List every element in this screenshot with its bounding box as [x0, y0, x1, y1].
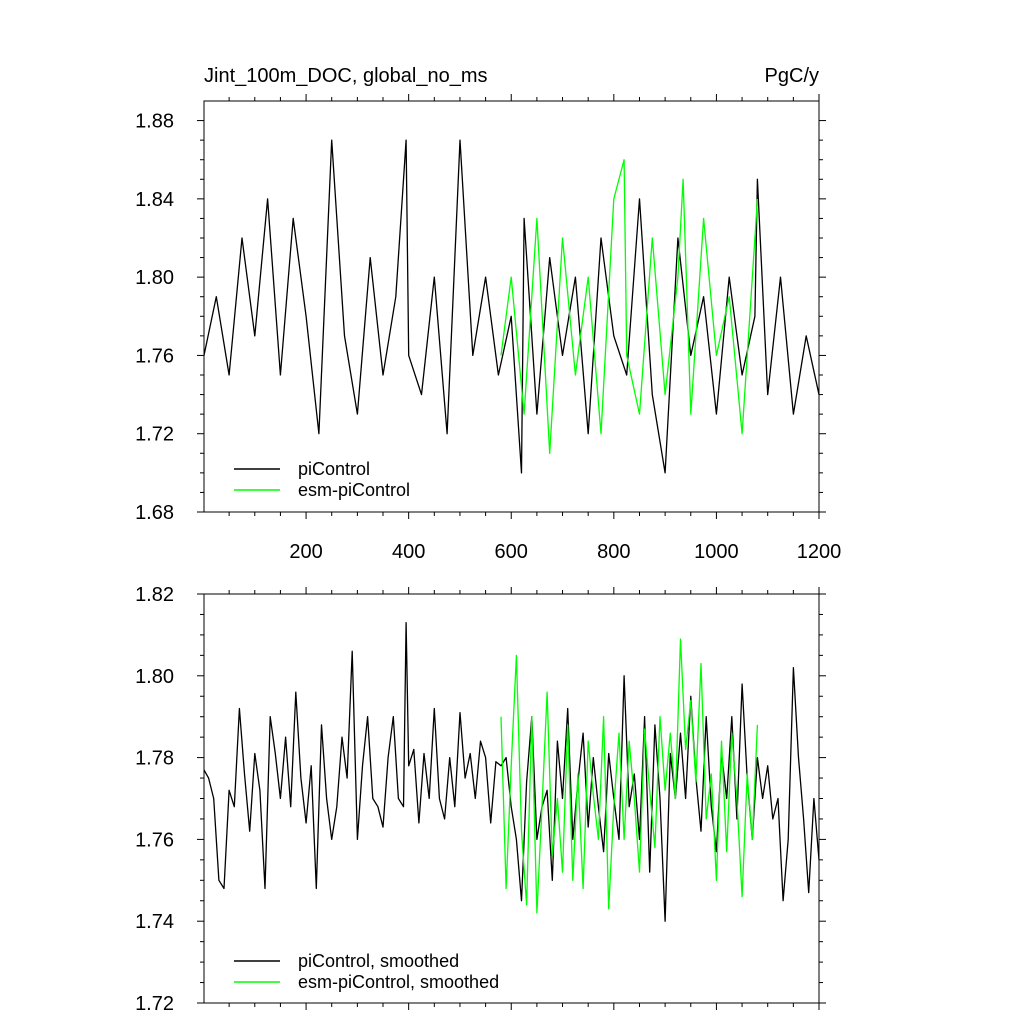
x-tick-label: 1200 — [797, 541, 842, 563]
x-tick-label: 600 — [495, 541, 528, 563]
x-tick-label: 1000 — [694, 541, 739, 563]
chart-title: Jint_100m_DOC, global_no_ms — [204, 65, 488, 87]
top-series-lines — [203, 139, 820, 474]
x-tick-label: 400 — [392, 541, 425, 563]
legend-label-esm-picontrol: esm-piControl — [298, 480, 410, 500]
y-tick-label: 1.72 — [135, 424, 174, 446]
y-tick-label: 1.76 — [135, 345, 174, 367]
x-tick-label: 200 — [289, 541, 322, 563]
top-axis-ticks: 1.68 1.72 1.76 1.80 1.84 1.88 200 400 600 800 1000… — [135, 94, 841, 563]
y-tick-label: 1.76 — [135, 829, 174, 851]
series-line-esm-picontrol — [500, 159, 759, 454]
bottom-legend: piControl, smoothed esm-piControl, smoot… — [234, 951, 499, 992]
y-tick-label: 1.80 — [135, 666, 174, 688]
top-legend: piControl esm-piControl — [234, 459, 410, 500]
series-line-picontrol — [203, 139, 820, 474]
series-line-esm-picontrol-smoothed — [500, 638, 759, 914]
bottom-series-lines — [203, 621, 820, 922]
y-tick-label: 1.72 — [135, 993, 174, 1015]
bottom-panel: 1.72 1.74 1.76 1.78 1.80 1.82 piControl, smoo… — [135, 584, 826, 1015]
bottom-axis-ticks: 1.72 1.74 1.76 1.78 1.80 1.82 — [135, 584, 826, 1015]
units-label: PgC/y — [765, 65, 819, 87]
top-panel: Jint_100m_DOC, global_no_ms PgC/y 1.681.… — [135, 65, 841, 563]
y-tick-label: 1.78 — [135, 748, 174, 770]
x-tick-label: 800 — [597, 541, 630, 563]
legend-label-picontrol-smoothed: piControl, smoothed — [298, 951, 459, 971]
y-tick-label: 1.82 — [135, 584, 174, 606]
y-tick-label: 1.68 — [135, 502, 174, 524]
legend-label-picontrol: piControl — [298, 459, 370, 479]
series-line-picontrol-smoothed — [203, 621, 820, 922]
y-tick-label: 1.74 — [135, 911, 174, 933]
y-tick-label: 1.88 — [135, 111, 174, 133]
y-tick-label: 1.80 — [135, 267, 174, 289]
y-tick-label: 1.84 — [135, 189, 174, 211]
legend-label-esm-picontrol-smoothed: esm-piControl, smoothed — [298, 972, 499, 992]
